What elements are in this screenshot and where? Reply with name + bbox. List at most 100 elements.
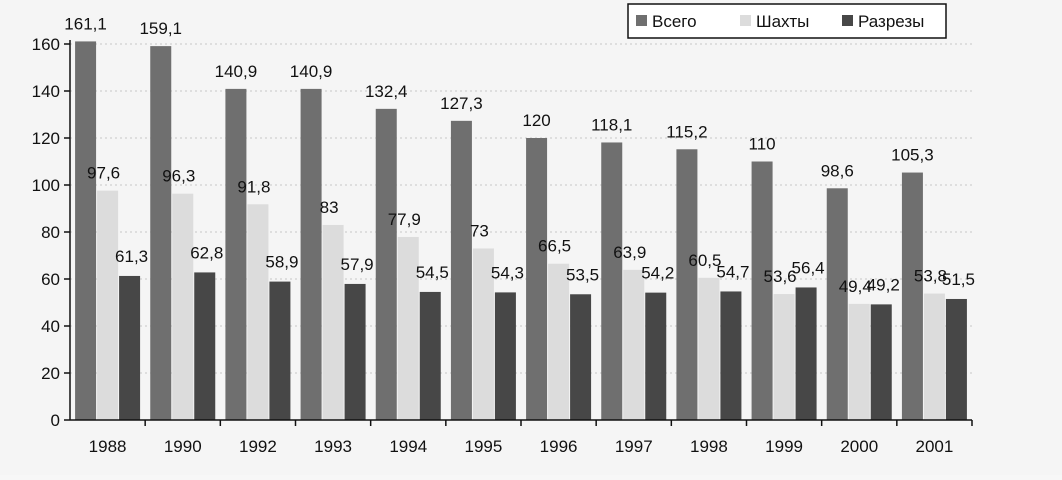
bar-1-1995 <box>450 120 472 420</box>
data-label-2-1997: 63,9 <box>613 243 646 262</box>
data-label-1-1998: 115,2 <box>666 122 707 141</box>
bar-2-2000 <box>848 303 870 420</box>
legend-label-1: Всего <box>652 12 697 31</box>
bar-3-1988 <box>119 275 141 420</box>
legend-swatch-3 <box>842 15 853 26</box>
bar-1-1993 <box>300 88 322 420</box>
x-tick-label: 1993 <box>314 437 352 456</box>
bar-1-1990 <box>150 46 172 421</box>
legend-label-2: Шахты <box>756 12 809 31</box>
data-label-2-1994: 77,9 <box>388 210 421 229</box>
bar-1-1994 <box>375 108 397 421</box>
data-label-1-2000: 98,6 <box>821 161 854 180</box>
x-tick-label: 1988 <box>89 437 127 456</box>
data-label-3-2001: 51,5 <box>942 270 975 289</box>
y-tick-label: 40 <box>41 317 60 336</box>
bar-1-1988 <box>75 41 97 420</box>
x-tick-label: 1994 <box>389 437 427 456</box>
x-tick-label: 1997 <box>615 437 653 456</box>
bar-2-1997 <box>623 269 645 420</box>
bar-3-2000 <box>870 304 892 420</box>
legend-box <box>627 3 947 39</box>
bar-1-2000 <box>826 188 848 420</box>
y-tick-label: 20 <box>41 364 60 383</box>
data-label-2-1996: 66,5 <box>538 237 571 256</box>
bar-2-1993 <box>322 224 344 420</box>
bar-1-1998 <box>676 149 698 420</box>
y-tick-label: 80 <box>41 223 60 242</box>
data-label-2-1993: 83 <box>320 198 339 217</box>
legend: Всего Шахты Разрезы <box>627 3 947 39</box>
bar-1-1997 <box>601 142 623 420</box>
bar-3-1997 <box>645 292 667 420</box>
bar-3-1999 <box>795 287 817 420</box>
bar-1-1992 <box>225 88 247 420</box>
y-tick-label: 120 <box>32 129 60 148</box>
bar-3-1990 <box>194 272 216 420</box>
bar-2-2001 <box>923 293 945 420</box>
grid-layer <box>70 43 972 374</box>
bar-1-1996 <box>526 138 548 420</box>
legend-swatch-2 <box>740 15 751 26</box>
data-label-3-1995: 54,3 <box>491 263 524 282</box>
data-label-2-2001: 53,8 <box>914 267 947 286</box>
axis-layer: 0 20 40 60 80 100 120 140 160 1988 1990 1992 1993 199… <box>32 35 973 456</box>
data-label-2-1998: 60,5 <box>688 251 721 270</box>
data-label-2-1995: 73 <box>470 221 489 240</box>
legend-swatch-1 <box>636 15 647 26</box>
bar-3-2001 <box>945 298 967 420</box>
y-tick-label: 100 <box>32 176 60 195</box>
data-label-1-1996: 120 <box>522 111 550 130</box>
bar-2-1998 <box>698 277 720 420</box>
data-label-3-2000: 49,2 <box>867 275 900 294</box>
x-tick-label: 1992 <box>239 437 277 456</box>
data-label-2-1999: 53,6 <box>764 267 797 286</box>
data-label-3-1994: 54,5 <box>416 263 449 282</box>
y-tick-label: 160 <box>32 35 60 54</box>
x-tick-label: 1999 <box>765 437 803 456</box>
y-tick-label: 0 <box>51 411 60 430</box>
x-tick-label: 2001 <box>916 437 954 456</box>
data-label-2-2000: 49,4 <box>839 277 872 296</box>
data-label-1-1999: 110 <box>749 135 776 154</box>
bar-3-1995 <box>494 292 516 420</box>
data-label-1-1990: 159,1 <box>139 19 182 38</box>
x-tick-label: 2000 <box>840 437 878 456</box>
bar-3-1998 <box>720 291 742 420</box>
bars-layer <box>75 41 967 421</box>
data-label-1-1992: 140,9 <box>215 62 258 81</box>
bar-2-1995 <box>472 248 494 420</box>
data-label-1-1993: 140,9 <box>290 62 333 81</box>
bar-2-1988 <box>97 190 119 420</box>
data-label-1-1997: 118,1 <box>591 115 632 134</box>
data-label-1-1988: 161,1 <box>64 14 107 33</box>
data-label-1-1994: 132,4 <box>365 82 408 101</box>
bar-2-1992 <box>247 204 269 420</box>
data-label-3-1996: 53,5 <box>566 265 599 284</box>
data-label-3-1990: 62,8 <box>190 243 223 262</box>
y-tick-label: 140 <box>32 82 60 101</box>
x-tick-label: 1998 <box>690 437 728 456</box>
x-tick-label: 1995 <box>465 437 503 456</box>
data-labels-layer: 161,1 97,6 61,3 159,1 96,3 62,8 140,9 91,8 58,9 1… <box>64 14 975 295</box>
bar-1-2001 <box>901 172 923 420</box>
data-label-2-1990: 96,3 <box>162 167 195 186</box>
data-label-3-1998: 54,7 <box>716 262 749 281</box>
bar-2-1999 <box>773 294 795 420</box>
data-label-1-1995: 127,3 <box>440 94 483 113</box>
bar-2-1994 <box>397 236 419 420</box>
data-label-3-1993: 57,9 <box>341 255 374 274</box>
x-tick-label: 1990 <box>164 437 202 456</box>
data-label-1-2001: 105,3 <box>891 146 934 165</box>
data-label-3-1992: 58,9 <box>265 253 298 272</box>
legend-label-3: Разрезы <box>858 12 924 31</box>
y-tick-label: 60 <box>41 270 60 289</box>
bar-2-1996 <box>548 263 570 420</box>
bar-3-1996 <box>570 294 592 420</box>
data-label-3-1997: 54,2 <box>641 264 674 283</box>
data-label-3-1988: 61,3 <box>115 247 148 266</box>
data-label-3-1999: 56,4 <box>792 258 825 277</box>
x-tick-label: 1996 <box>540 437 578 456</box>
